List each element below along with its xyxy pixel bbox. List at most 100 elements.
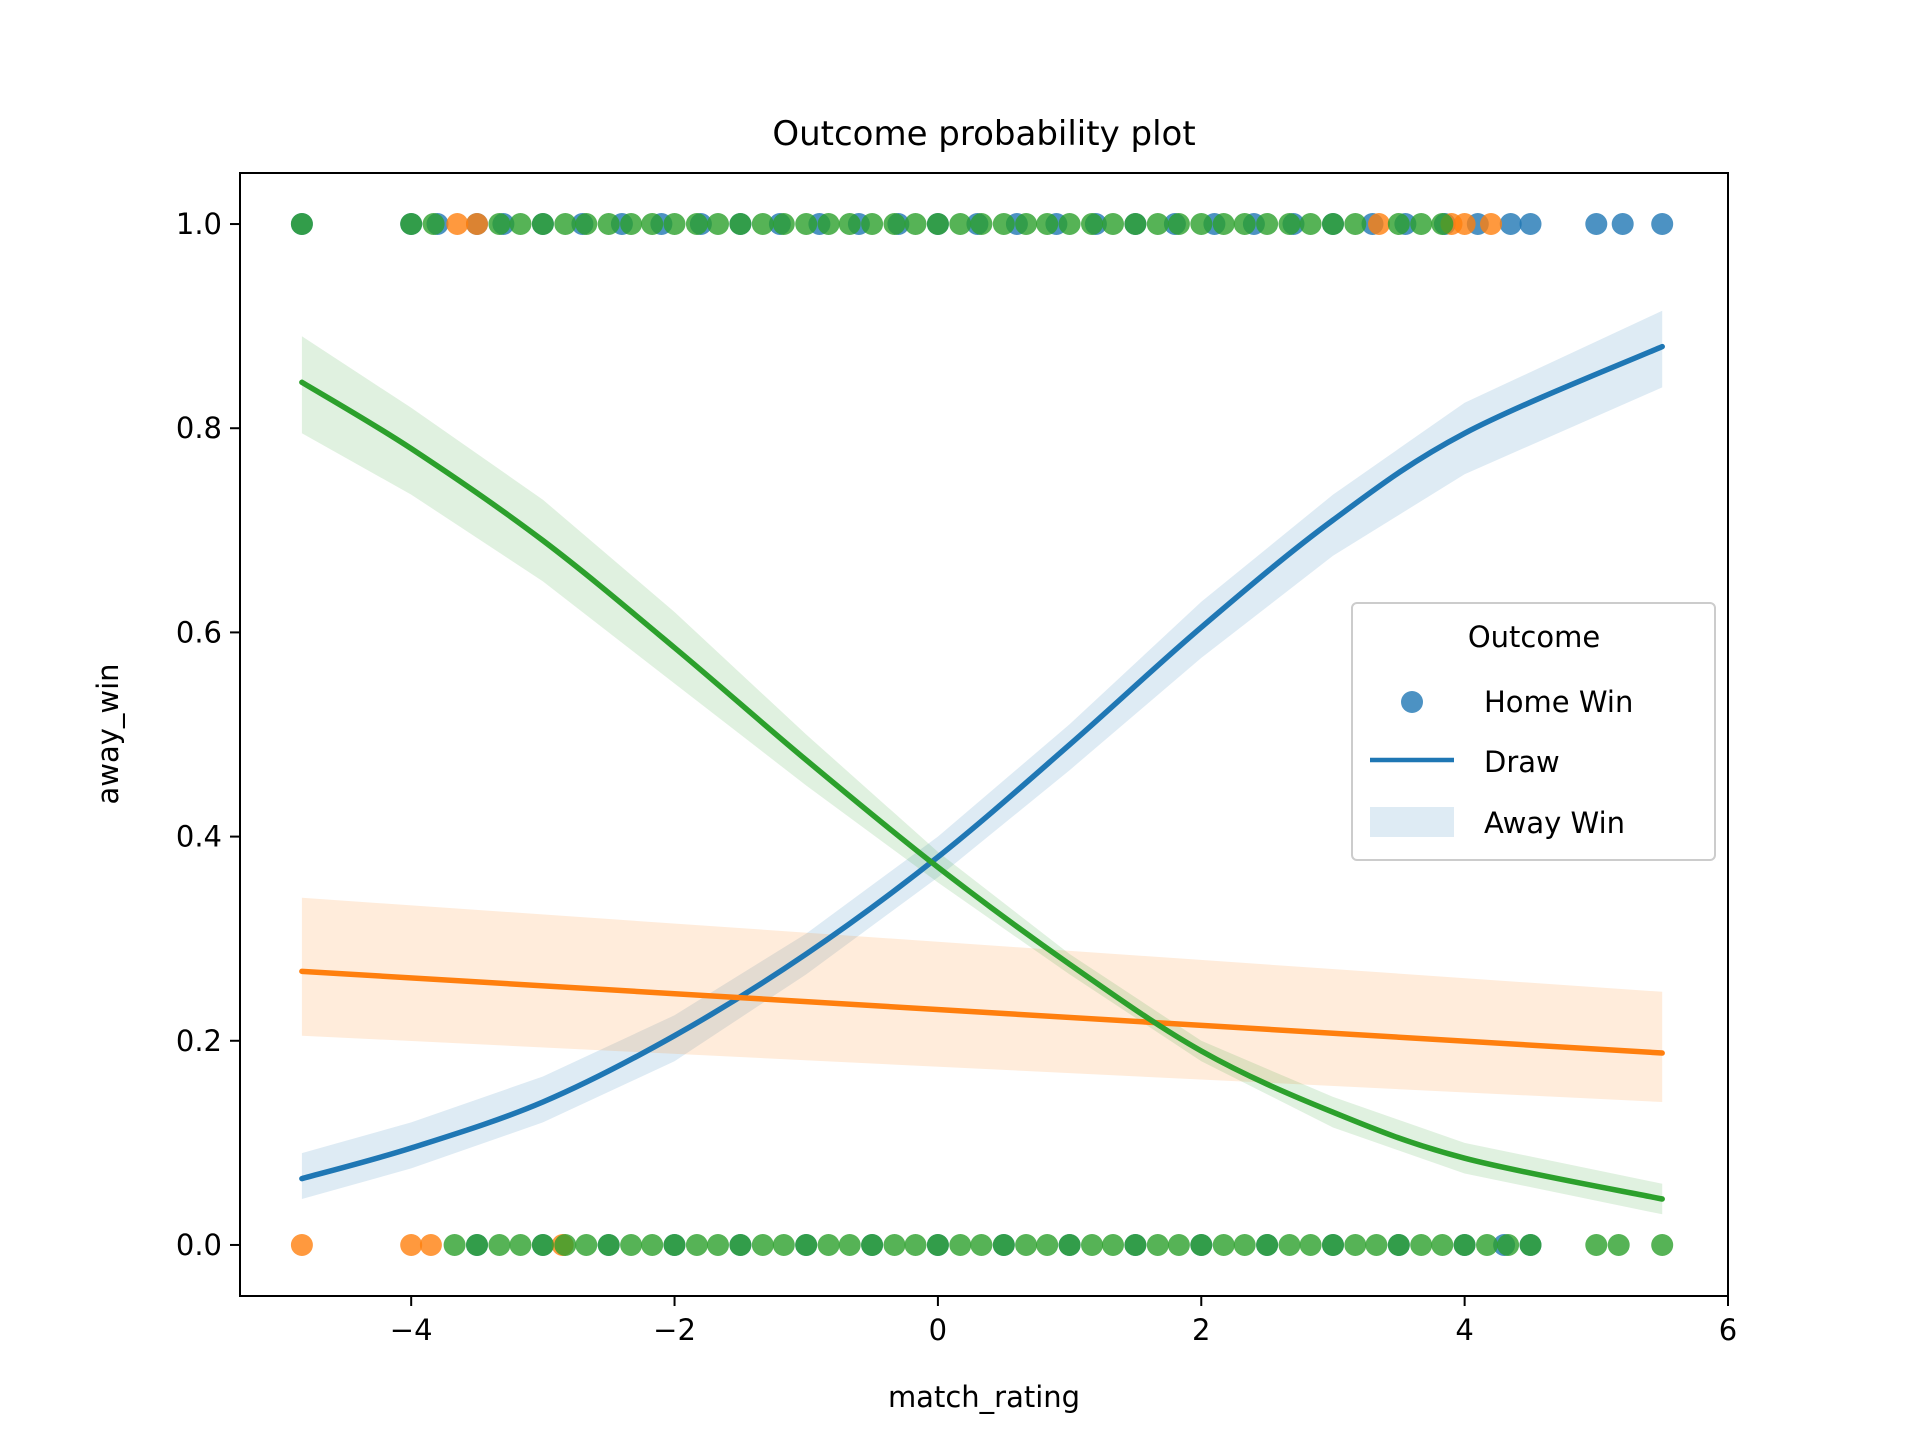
axes-frame — [239, 172, 1729, 1297]
fit-line-2 — [299, 379, 1665, 1202]
data-point-2-y0 — [466, 1234, 488, 1256]
data-point-0-y1 — [1651, 213, 1674, 235]
data-point-2-y1 — [817, 213, 840, 235]
data-point-2-y0 — [729, 1234, 752, 1256]
data-point-2-y0 — [1081, 1234, 1103, 1256]
data-point-2-y1 — [1081, 213, 1103, 235]
data-point-2-y0 — [1410, 1234, 1433, 1256]
data-point-2-y1 — [1167, 213, 1190, 235]
legend-marker-home-win — [1401, 691, 1423, 713]
confidence-band-0 — [301, 310, 1663, 1199]
data-point-0-y1 — [1585, 213, 1608, 235]
data-point-2-y1 — [861, 213, 884, 235]
data-point-2-y1 — [751, 213, 774, 235]
data-point-2-y1 — [1233, 213, 1256, 235]
data-point-2-y1 — [795, 213, 818, 235]
y-tick-label: 1.0 — [176, 207, 222, 241]
data-point-2-y0 — [509, 1234, 532, 1256]
data-point-2-y0 — [554, 1234, 577, 1256]
data-point-2-y0 — [904, 1234, 927, 1256]
x-tick-label: 6 — [1719, 1313, 1737, 1347]
data-point-2-y1 — [620, 213, 643, 235]
data-point-2-y1 — [707, 213, 729, 235]
data-point-2-y0 — [795, 1234, 818, 1256]
data-point-2-y0 — [751, 1234, 774, 1256]
data-point-2-y1 — [1212, 213, 1235, 235]
data-point-2-y1 — [509, 213, 532, 235]
data-point-2-y1 — [1102, 213, 1124, 235]
data-point-2-y0 — [620, 1234, 643, 1256]
data-point-2-y0 — [1015, 1234, 1038, 1256]
data-point-2-y0 — [443, 1234, 466, 1256]
data-point-2-y1 — [554, 213, 577, 235]
data-point-2-y0 — [1058, 1234, 1081, 1256]
data-point-2-y0 — [597, 1234, 620, 1256]
data-point-2-y0 — [1212, 1234, 1235, 1256]
data-point-2-y1 — [949, 213, 972, 235]
data-point-2-y0 — [531, 1234, 554, 1256]
data-point-2-y1 — [772, 213, 795, 235]
data-point-2-y0 — [1299, 1234, 1322, 1256]
data-point-2-y0 — [970, 1234, 993, 1256]
data-point-2-y0 — [575, 1234, 598, 1256]
legend-title: Outcome — [1468, 620, 1600, 654]
data-point-2-y0 — [861, 1234, 884, 1256]
y-tick-label: 0.6 — [176, 615, 222, 649]
data-point-2-y0 — [488, 1234, 511, 1256]
data-point-2-y0 — [1190, 1234, 1213, 1256]
data-point-2-y1 — [1299, 213, 1322, 235]
data-point-2-y1 — [729, 213, 752, 235]
data-point-1-y1 — [1368, 213, 1390, 235]
axis-ticks: −4 −2 0 2 4 6 0.0 0.2 0.4 0.6 0.8 1.0 — [176, 207, 1737, 1347]
data-point-2-y0 — [1233, 1234, 1256, 1256]
data-point-2-y0 — [1124, 1234, 1147, 1256]
data-point-2-y0 — [1607, 1234, 1630, 1256]
data-point-2-y0 — [1453, 1234, 1476, 1256]
data-point-2-y1 — [290, 213, 313, 235]
data-point-2-y1 — [1344, 213, 1367, 235]
data-point-2-y1 — [1190, 213, 1213, 235]
data-point-2-y0 — [641, 1234, 664, 1256]
legend-label-draw: Draw — [1484, 745, 1560, 779]
fit-line-0 — [299, 343, 1665, 1182]
data-point-2-y1 — [1036, 213, 1059, 235]
data-point-2-y0 — [1387, 1234, 1410, 1256]
data-point-2-y0 — [838, 1234, 861, 1256]
data-point-2-y1 — [663, 213, 686, 235]
data-point-2-y1 — [904, 213, 927, 235]
data-point-1-y0 — [290, 1234, 313, 1256]
x-tick-label: −2 — [653, 1313, 696, 1347]
data-point-2-y0 — [1102, 1234, 1124, 1256]
data-point-2-y0 — [1322, 1234, 1344, 1256]
legend-label-away-win: Away Win — [1484, 806, 1625, 840]
plot-area — [290, 213, 1674, 1256]
data-point-2-y1 — [883, 213, 906, 235]
data-point-2-y1 — [1124, 213, 1147, 235]
data-point-2-y0 — [949, 1234, 972, 1256]
data-point-2-y0 — [663, 1234, 686, 1256]
data-point-2-y1 — [597, 213, 620, 235]
data-point-1-y0 — [400, 1234, 423, 1256]
x-tick-label: 0 — [929, 1313, 947, 1347]
data-point-2-y0 — [1431, 1234, 1454, 1256]
y-tick-label: 0.2 — [176, 1024, 222, 1058]
data-point-2-y1 — [685, 213, 708, 235]
x-tick-label: 2 — [1192, 1313, 1210, 1347]
y-axis-label: away_win — [91, 663, 125, 804]
data-point-0-y1 — [1611, 213, 1634, 235]
data-point-2-y0 — [1167, 1234, 1190, 1256]
data-point-2-y0 — [1256, 1234, 1279, 1256]
data-point-2-y0 — [1146, 1234, 1169, 1256]
data-point-2-y1 — [1387, 213, 1410, 235]
data-point-2-y1 — [1256, 213, 1279, 235]
y-tick-label: 0.4 — [176, 820, 222, 854]
data-point-2-y0 — [883, 1234, 906, 1256]
fit-line-1 — [299, 968, 1665, 1056]
data-point-0-y1 — [1499, 213, 1522, 235]
data-point-2-y0 — [926, 1234, 949, 1256]
data-point-2-y1 — [575, 213, 598, 235]
y-tick-label: 0.0 — [176, 1228, 222, 1262]
data-point-2-y1 — [1410, 213, 1433, 235]
data-point-2-y1 — [1146, 213, 1169, 235]
data-point-2-y0 — [1344, 1234, 1367, 1256]
